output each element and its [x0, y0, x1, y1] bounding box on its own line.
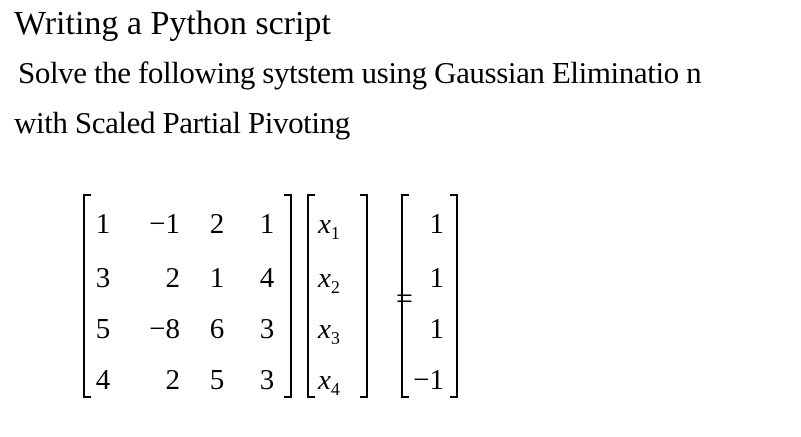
matrix-a-cell-r2-c4: 4: [259, 262, 275, 294]
vector-x-right-bracket: [359, 194, 369, 398]
matrix-a-cell-r4-c1: 4: [95, 364, 111, 396]
matrix-a-left-bracket: [82, 194, 92, 398]
vector-x-entry-3: x3: [318, 313, 340, 348]
vector-b-left-bracket: [400, 194, 410, 398]
matrix-a-cell-r1-c1: 1: [95, 208, 111, 240]
vector-x-entry-2: x2: [318, 262, 340, 297]
vector-x-entry-4: x4: [318, 364, 340, 399]
matrix-a-cell-r1-c2: −1: [149, 208, 180, 240]
equals-sign: =: [396, 282, 413, 315]
vector-b-entry-4: −1: [413, 364, 444, 396]
vector-x-entry-1: x1: [318, 208, 340, 243]
matrix-a-cell-r2-c1: 3: [95, 262, 111, 294]
matrix-a-cell-r3-c3: 6: [209, 313, 225, 345]
matrix-a-cell-r4-c3: 5: [209, 364, 225, 396]
vector-b-entry-1: 1: [429, 208, 445, 240]
matrix-a-cell-r3-c4: 3: [259, 313, 275, 345]
instruction-line-1: Solve the following sytstem using Gaussi…: [18, 55, 702, 90]
matrix-a-cell-r4-c4: 3: [259, 364, 275, 396]
vector-b-entry-2: 1: [429, 262, 445, 294]
matrix-a-cell-r1-c4: 1: [259, 208, 275, 240]
matrix-a-cell-r3-c1: 5: [95, 313, 111, 345]
vector-x-left-bracket: [306, 194, 316, 398]
matrix-a-cell-r2-c3: 1: [209, 262, 225, 294]
matrix-a-cell-r1-c3: 2: [209, 208, 225, 240]
instruction-line-2: with Scaled Partial Pivoting: [14, 105, 350, 140]
page-heading: Writing a Python script: [14, 5, 331, 42]
vector-b-entry-3: 1: [429, 313, 445, 345]
matrix-a-cell-r2-c2: 2: [165, 262, 181, 294]
vector-b-right-bracket: [449, 194, 459, 398]
matrix-a-cell-r4-c2: 2: [165, 364, 181, 396]
matrix-a-right-bracket: [283, 194, 293, 398]
matrix-a-cell-r3-c2: −8: [149, 313, 180, 345]
